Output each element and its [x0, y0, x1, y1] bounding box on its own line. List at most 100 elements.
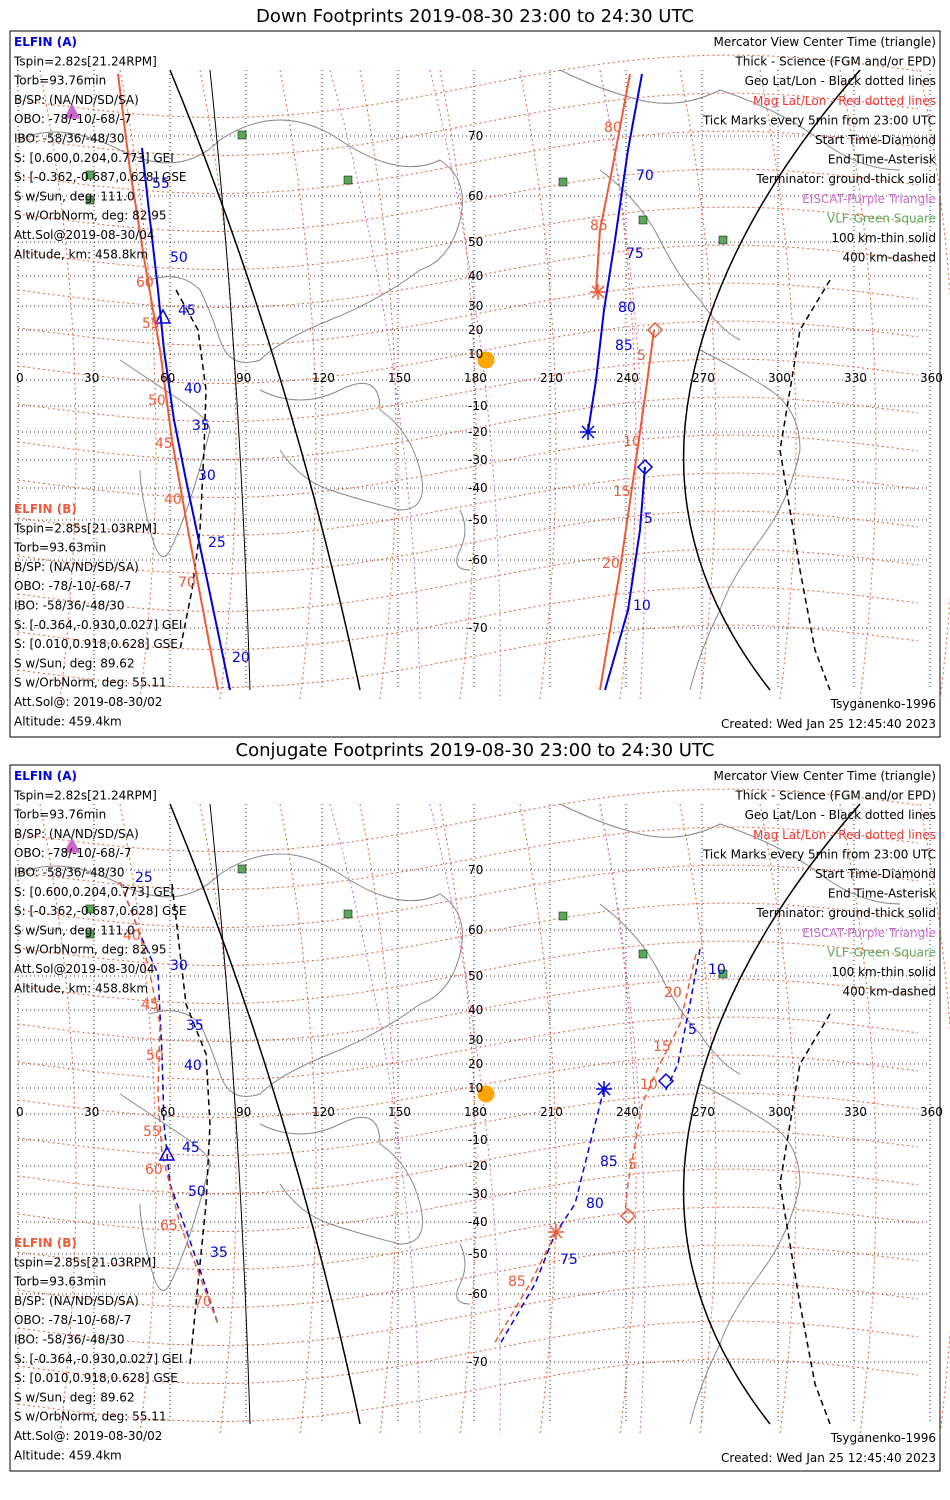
- elfin-a-info-line: Altitude, km: 458.8km: [14, 981, 148, 995]
- legend-line: Geo Lat/Lon - Black dotted lines: [745, 808, 936, 822]
- track-tick-label: 30: [198, 468, 216, 484]
- elfin-b-info-line: Altitude: 459.4km: [14, 1448, 122, 1462]
- elfin-b-info-line: S w/OrbNorm, deg: 55.11: [14, 676, 166, 690]
- lon-tick-label: 30: [84, 1105, 99, 1119]
- lat-tick-label: 50: [468, 969, 483, 983]
- track-tick-label: 50: [146, 1048, 164, 1064]
- terminator-east-400km: [779, 1013, 831, 1425]
- center-time-triangle-a: [154, 308, 172, 324]
- elfin-a-info-line: Att.Sol@2019-08-30/04: [14, 962, 155, 976]
- mag-lat-line: [17, 1244, 919, 1309]
- track-tick-label: 20: [664, 985, 682, 1001]
- footprint-track-blueA: [119, 881, 219, 1325]
- legend-line: Mercator View Center Time (triangle): [714, 769, 936, 783]
- elfin-a-info-line: S w/OrbNorm, deg: 82.95: [14, 943, 166, 957]
- lon-tick-label: 90: [236, 1105, 251, 1119]
- model-label: Tsyganenko-1996: [830, 1431, 936, 1445]
- vlf-station-square: [343, 909, 353, 919]
- legend-line: Start Time-Diamond: [815, 133, 936, 147]
- track-tick-label: 35: [210, 1245, 228, 1261]
- lat-tick-label: 70: [468, 863, 483, 877]
- lon-tick-label: 90: [236, 371, 251, 385]
- track-tick-label: 40: [184, 1058, 202, 1074]
- lat-tick-label: -40: [468, 1215, 488, 1229]
- elfin-b-info-line: Altitude: 459.4km: [14, 714, 122, 728]
- elfin-a-info-line: OBO: -78/-10/-68/-7: [14, 112, 131, 126]
- lat-tick-label: 20: [468, 1057, 483, 1071]
- sun-icon: [477, 351, 495, 369]
- track-tick-label: 70: [178, 575, 196, 591]
- vlf-station-square: [85, 929, 95, 939]
- terminator-west-400km: [171, 883, 211, 1365]
- vlf-station-square: [558, 177, 568, 187]
- mag-lat-line: [17, 586, 919, 651]
- elfin-b-info-line: B/SP: (NA/ND/SD/SA): [14, 1294, 139, 1308]
- vlf-station-square: [85, 170, 95, 180]
- lat-tick-label: -20: [468, 1159, 488, 1173]
- mag-lat-line: [17, 548, 919, 613]
- terminator-east: [682, 69, 861, 691]
- legend-line: Mag Lat/Lon - Red dotted lines: [753, 94, 936, 108]
- coastlines: [19, 69, 901, 691]
- lon-tick-label: 210: [540, 1105, 563, 1119]
- track-tick-label: 25: [135, 870, 153, 886]
- elfin-b-info-line: tspin=2.85s[21.03RPM]: [14, 1255, 156, 1269]
- lat-tick-label: -40: [468, 481, 488, 495]
- mag-grid: [17, 788, 950, 1435]
- purple-line: [599, 69, 646, 701]
- track-tick-label: 55: [143, 1124, 161, 1140]
- sun-icon: [477, 1085, 495, 1103]
- elfin-a-info-line: B/SP: (NA/ND/SD/SA): [14, 827, 139, 841]
- coastline: [689, 1083, 801, 1425]
- track-tick-label: 10: [708, 962, 726, 978]
- eiscat-triangle: [63, 103, 81, 119]
- elfin-a-info-line: S w/Sun, deg: 111.0: [14, 923, 135, 937]
- lat-tick-label: -10: [468, 1133, 488, 1147]
- map-panel-conjugate: 2530354045503540455055606570105858075201…: [9, 764, 950, 1472]
- lon-tick-label: 330: [844, 1105, 867, 1119]
- legend-line: 400 km-dashed: [842, 985, 936, 999]
- elfin-a-info-line: S: [0.600,0.204,0.773] GEI: [14, 885, 174, 899]
- lat-tick-label: -30: [468, 453, 488, 467]
- lat-tick-label: 40: [468, 269, 483, 283]
- track-tick-label: 10: [623, 434, 641, 450]
- legend-line: EISCAT-Purple Triangle: [802, 192, 936, 206]
- mag-lat-line: [17, 472, 919, 537]
- track-tick-label: 35: [186, 1018, 204, 1034]
- mag-lat-line: [17, 1282, 919, 1347]
- elfin-b-info-line: Tspin=2.85s[21.03RPM]: [13, 521, 157, 535]
- lat-tick-label: -70: [468, 621, 488, 635]
- lon-tick-label: 240: [616, 1105, 639, 1119]
- end-time-asterisk-b: [596, 1081, 612, 1097]
- elfin-a-info-line: S: [-0.362,-0.687,0.628] GSE: [14, 904, 187, 918]
- elfin-a-info-line: S w/OrbNorm, deg: 82.95: [14, 209, 166, 223]
- track-tick-label: 20: [602, 556, 620, 572]
- lat-tick-label: 60: [468, 189, 483, 203]
- terminator-west-400km: [175, 289, 207, 651]
- eiscat-triangle: [63, 837, 81, 853]
- lon-tick-label: 30: [84, 371, 99, 385]
- elfin-b-info-line: Att.Sol@: 2019-08-30/02: [14, 1429, 162, 1443]
- track-tick-label: 60: [136, 275, 154, 291]
- mag-lat-line: [17, 1016, 919, 1081]
- panel-title-conjugate: Conjugate Footprints 2019-08-30 23:00 to…: [235, 740, 715, 761]
- lat-tick-label: 60: [468, 923, 483, 937]
- elfin-b-info-line: IBO: -58/36/-48/30: [14, 1333, 125, 1347]
- lat-tick-label: 40: [468, 1003, 483, 1017]
- vlf-station-square: [638, 215, 648, 225]
- legend-line: Thick - Science (FGM and/or EPD): [734, 789, 936, 803]
- mag-lat-line: [17, 826, 919, 891]
- track-tick-label: 45: [182, 1140, 200, 1156]
- elfin-a-info-line: Att.Sol@2019-08-30/04: [14, 228, 155, 242]
- lon-tick-label: 180: [464, 371, 487, 385]
- terminator-west: [169, 803, 361, 1425]
- track-tick-label: 80: [586, 1196, 604, 1212]
- lon-tick-label: 210: [540, 371, 563, 385]
- lon-tick-label: 180: [464, 1105, 487, 1119]
- start-time-diamond-b-red: [646, 321, 664, 339]
- elfin-b-info-line: S w/OrbNorm, deg: 55.11: [14, 1410, 166, 1424]
- track-tick-label: 70: [194, 1294, 212, 1310]
- mag-lat-line: [17, 978, 919, 1043]
- track-tick-label: 5: [688, 1022, 697, 1038]
- terminator-west-100km: [209, 69, 251, 691]
